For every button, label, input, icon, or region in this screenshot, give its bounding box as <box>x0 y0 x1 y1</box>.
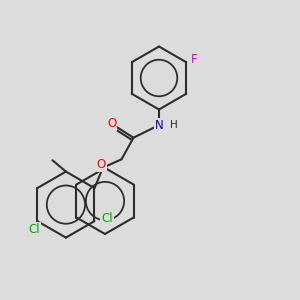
Text: F: F <box>191 53 198 66</box>
Text: O: O <box>97 158 106 171</box>
Text: H: H <box>170 119 178 130</box>
Text: N: N <box>154 118 164 132</box>
Text: O: O <box>107 117 116 130</box>
Text: Cl: Cl <box>28 223 40 236</box>
Text: Cl: Cl <box>101 212 113 225</box>
